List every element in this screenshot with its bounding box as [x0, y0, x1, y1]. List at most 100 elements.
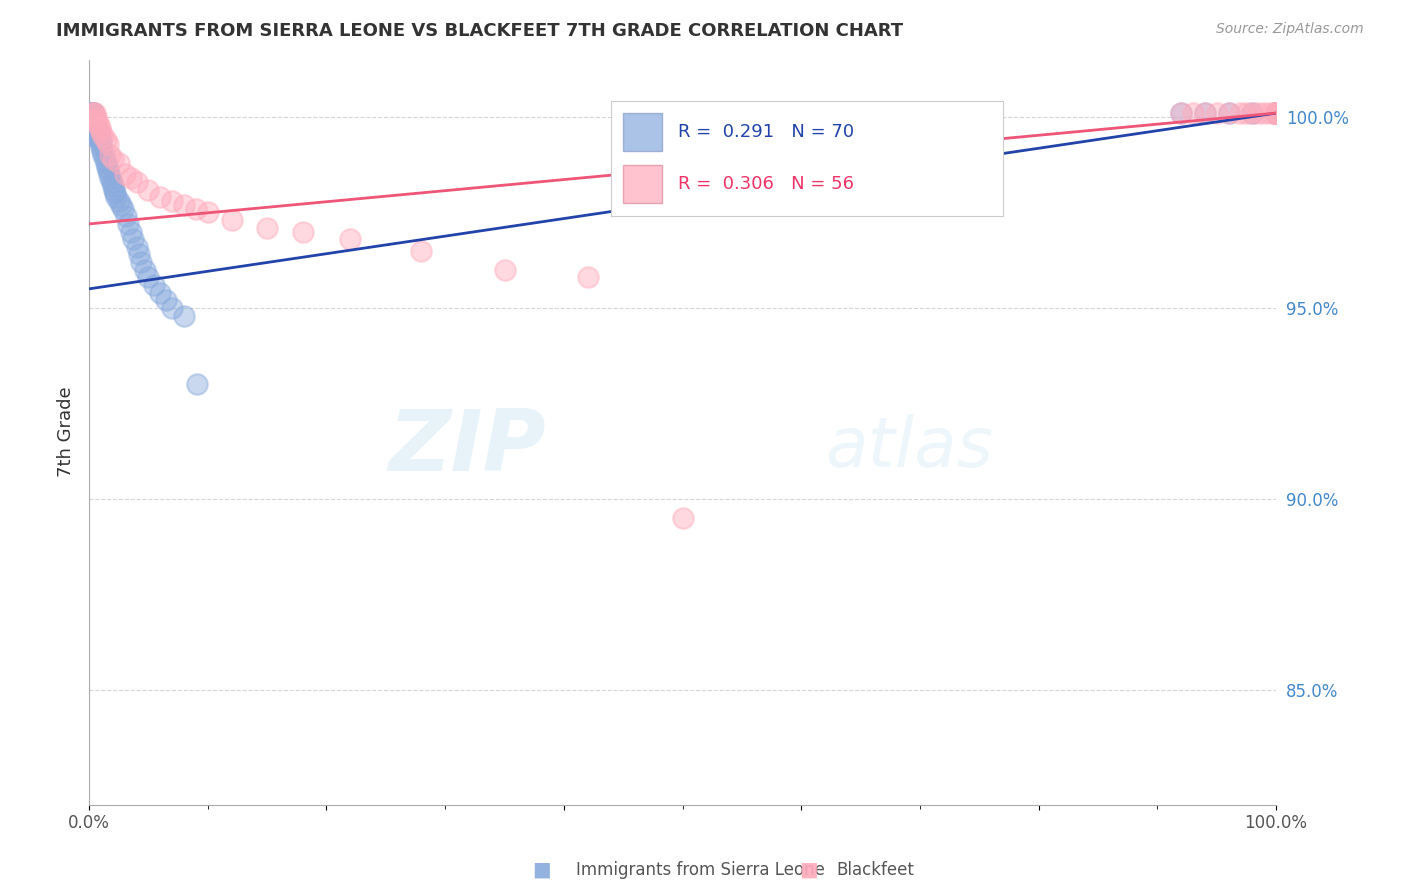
Point — [1265, 106, 1288, 120]
Point — [1205, 106, 1227, 120]
Point — [84, 121, 107, 136]
Point — [101, 152, 124, 166]
Point — [129, 255, 152, 269]
Point — [89, 121, 111, 136]
Point — [1194, 106, 1216, 120]
Point — [173, 309, 195, 323]
Point — [82, 106, 104, 120]
Point — [83, 118, 105, 132]
Point — [104, 186, 127, 201]
Point — [107, 155, 129, 169]
Point — [149, 285, 172, 300]
Point — [115, 209, 138, 223]
Point — [87, 125, 110, 139]
Point — [1194, 106, 1216, 120]
Point — [1229, 106, 1251, 120]
Point — [1265, 106, 1288, 120]
Point — [1265, 106, 1288, 120]
Point — [82, 125, 104, 139]
Point — [125, 240, 148, 254]
Point — [155, 293, 177, 308]
Point — [97, 163, 120, 178]
Point — [1265, 106, 1288, 120]
Text: ▪: ▪ — [799, 855, 818, 884]
Point — [86, 113, 108, 128]
Point — [134, 262, 156, 277]
Point — [125, 175, 148, 189]
Point — [1247, 106, 1270, 120]
Point — [100, 175, 122, 189]
Point — [105, 190, 128, 204]
Point — [82, 121, 104, 136]
Point — [1170, 106, 1192, 120]
Point — [91, 148, 114, 162]
Point — [80, 106, 103, 120]
Point — [494, 262, 516, 277]
Point — [160, 194, 183, 208]
Point — [84, 121, 107, 136]
Point — [1218, 106, 1240, 120]
Point — [128, 247, 150, 261]
Point — [1265, 106, 1288, 120]
Text: Source: ZipAtlas.com: Source: ZipAtlas.com — [1216, 22, 1364, 37]
Point — [671, 511, 693, 525]
Point — [80, 106, 103, 120]
Point — [86, 121, 108, 136]
Point — [1265, 106, 1288, 120]
Point — [1265, 106, 1288, 120]
Point — [197, 205, 219, 219]
Point — [90, 125, 112, 139]
Point — [100, 148, 122, 162]
Point — [80, 106, 103, 120]
Point — [82, 106, 104, 120]
Point — [84, 118, 107, 132]
Text: ▪: ▪ — [531, 855, 551, 884]
Point — [90, 140, 112, 154]
Point — [110, 198, 132, 212]
Point — [107, 194, 129, 208]
Point — [82, 106, 104, 120]
Point — [1265, 106, 1288, 120]
Point — [91, 128, 114, 143]
Point — [100, 171, 122, 186]
Point — [143, 278, 166, 293]
Point — [83, 113, 105, 128]
Point — [84, 110, 107, 124]
Text: ZIP: ZIP — [388, 406, 546, 489]
Point — [94, 155, 117, 169]
Point — [160, 301, 183, 315]
Point — [101, 178, 124, 193]
Point — [82, 106, 104, 120]
Point — [1265, 106, 1288, 120]
Point — [86, 125, 108, 139]
Text: Blackfeet: Blackfeet — [837, 861, 914, 879]
Point — [1170, 106, 1192, 120]
Point — [1265, 106, 1288, 120]
Point — [83, 125, 105, 139]
Point — [87, 128, 110, 143]
Point — [91, 145, 114, 159]
Point — [339, 232, 361, 246]
Point — [97, 136, 120, 151]
Point — [1265, 106, 1288, 120]
Point — [82, 113, 104, 128]
Point — [117, 217, 139, 231]
Point — [84, 125, 107, 139]
Point — [186, 377, 208, 392]
Point — [1241, 106, 1264, 120]
Point — [82, 106, 104, 120]
Point — [98, 167, 121, 181]
Point — [89, 128, 111, 143]
Text: Immigrants from Sierra Leone: Immigrants from Sierra Leone — [576, 861, 825, 879]
Point — [84, 118, 107, 132]
Point — [1218, 106, 1240, 120]
Point — [84, 113, 107, 128]
Point — [83, 121, 105, 136]
Point — [138, 182, 160, 196]
Point — [94, 133, 117, 147]
Point — [90, 136, 112, 151]
Point — [173, 198, 195, 212]
Point — [122, 232, 145, 246]
Point — [82, 113, 104, 128]
Point — [1265, 106, 1288, 120]
